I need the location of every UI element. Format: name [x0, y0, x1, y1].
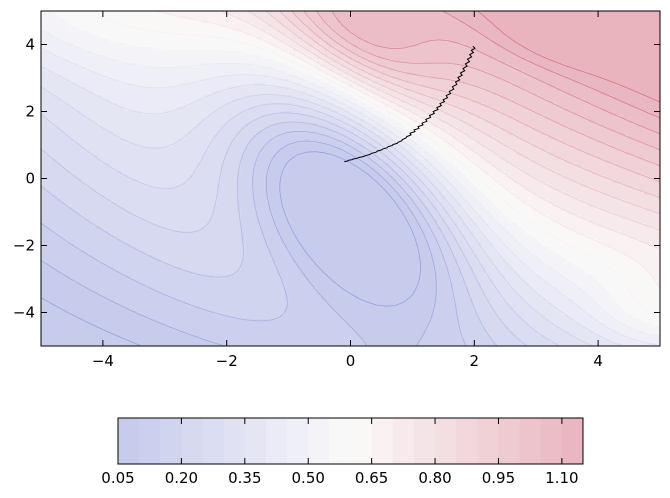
contour-line: [291, 11, 660, 183]
contour-line: [331, 11, 660, 135]
contour-line: [247, 11, 660, 231]
contour-line: [41, 65, 623, 346]
colorbar-band: [413, 418, 436, 464]
colorbar-band: [498, 418, 520, 464]
contour-fill: [41, 11, 660, 346]
colorbar-band: [350, 418, 372, 464]
contour-line: [477, 11, 660, 103]
x-tick-label: 4: [593, 352, 603, 370]
contour-line: [303, 11, 660, 167]
contour-line: [220, 11, 660, 250]
colorbar-band: [540, 418, 563, 464]
colorbar-tick-label: 0.50: [292, 469, 325, 487]
contour-line: [41, 86, 593, 346]
colorbar-band: [371, 418, 394, 464]
colorbar-band: [561, 418, 584, 464]
y-tick-label: −2: [13, 237, 35, 255]
y-tick-label: −4: [13, 304, 35, 322]
colorbar-tick-label: 0.35: [228, 469, 261, 487]
y-axis: −4 −2 0 2 4: [13, 36, 660, 322]
colorbar-band: [160, 418, 182, 464]
colorbar-ticks: 0.05 0.20 0.35 0.50 0.65 0.80 0.95 1.10: [101, 418, 579, 487]
contour-line: [41, 151, 421, 346]
contour-lines: [41, 11, 660, 346]
colorbar-tick-label: 0.20: [165, 469, 198, 487]
colorbar-band: [202, 418, 224, 464]
colorbar-band: [519, 418, 542, 464]
y-tick-label: 2: [25, 103, 35, 121]
contour-line: [41, 121, 498, 346]
contour-line: [91, 11, 660, 316]
contour-line: [41, 103, 560, 346]
colorbar-band: [435, 418, 457, 464]
trajectory-line: [344, 45, 476, 163]
contour-line: [442, 11, 660, 119]
colorbar-tick-label: 1.10: [545, 469, 578, 487]
colorbar-band: [308, 418, 330, 464]
x-tick-label: 0: [346, 352, 356, 370]
colorbar-band: [118, 418, 140, 464]
colorbar-tick-label: 0.65: [355, 469, 388, 487]
colorbar-band: [456, 418, 478, 464]
contour-line: [41, 28, 660, 337]
colorbar-tick-label: 0.05: [101, 469, 134, 487]
contour-line: [316, 11, 660, 151]
contour-line: [155, 11, 660, 289]
x-tick-label: −4: [92, 352, 114, 370]
contour-line: [265, 11, 660, 215]
colorbar-band: [244, 418, 267, 464]
x-tick-label: −2: [216, 352, 238, 370]
contour-line: [41, 112, 528, 346]
plot-area: −4 −2 0 2 4 −4 −2 0 2 4: [13, 10, 661, 370]
colorbar-tick-label: 0.95: [482, 469, 515, 487]
trajectory: [344, 45, 476, 163]
colorbar-band: [181, 418, 203, 464]
colorbar-band: [265, 418, 288, 464]
colorbar-tick-label: 0.80: [418, 469, 451, 487]
contour-line: [41, 130, 467, 346]
x-tick-label: 2: [470, 352, 480, 370]
y-tick-label: 0: [25, 170, 35, 188]
colorbar-frame: [117, 417, 584, 465]
contour-line: [41, 140, 437, 346]
colorbar-band: [139, 418, 161, 464]
y-tick-label: 4: [25, 36, 35, 54]
colorbar-band: [287, 418, 309, 464]
colorbar-band: [223, 418, 246, 464]
colorbar-band: [477, 418, 499, 464]
x-axis: −4 −2 0 2 4: [92, 11, 603, 370]
colorbar-band: [392, 418, 415, 464]
colorbar-band: [329, 418, 351, 464]
contour-line: [41, 47, 660, 346]
contour-line: [51, 11, 660, 328]
colorbar: 0.05 0.20 0.35 0.50 0.65 0.80 0.95 1.10: [101, 417, 584, 487]
colorbar-bands: [118, 418, 584, 464]
